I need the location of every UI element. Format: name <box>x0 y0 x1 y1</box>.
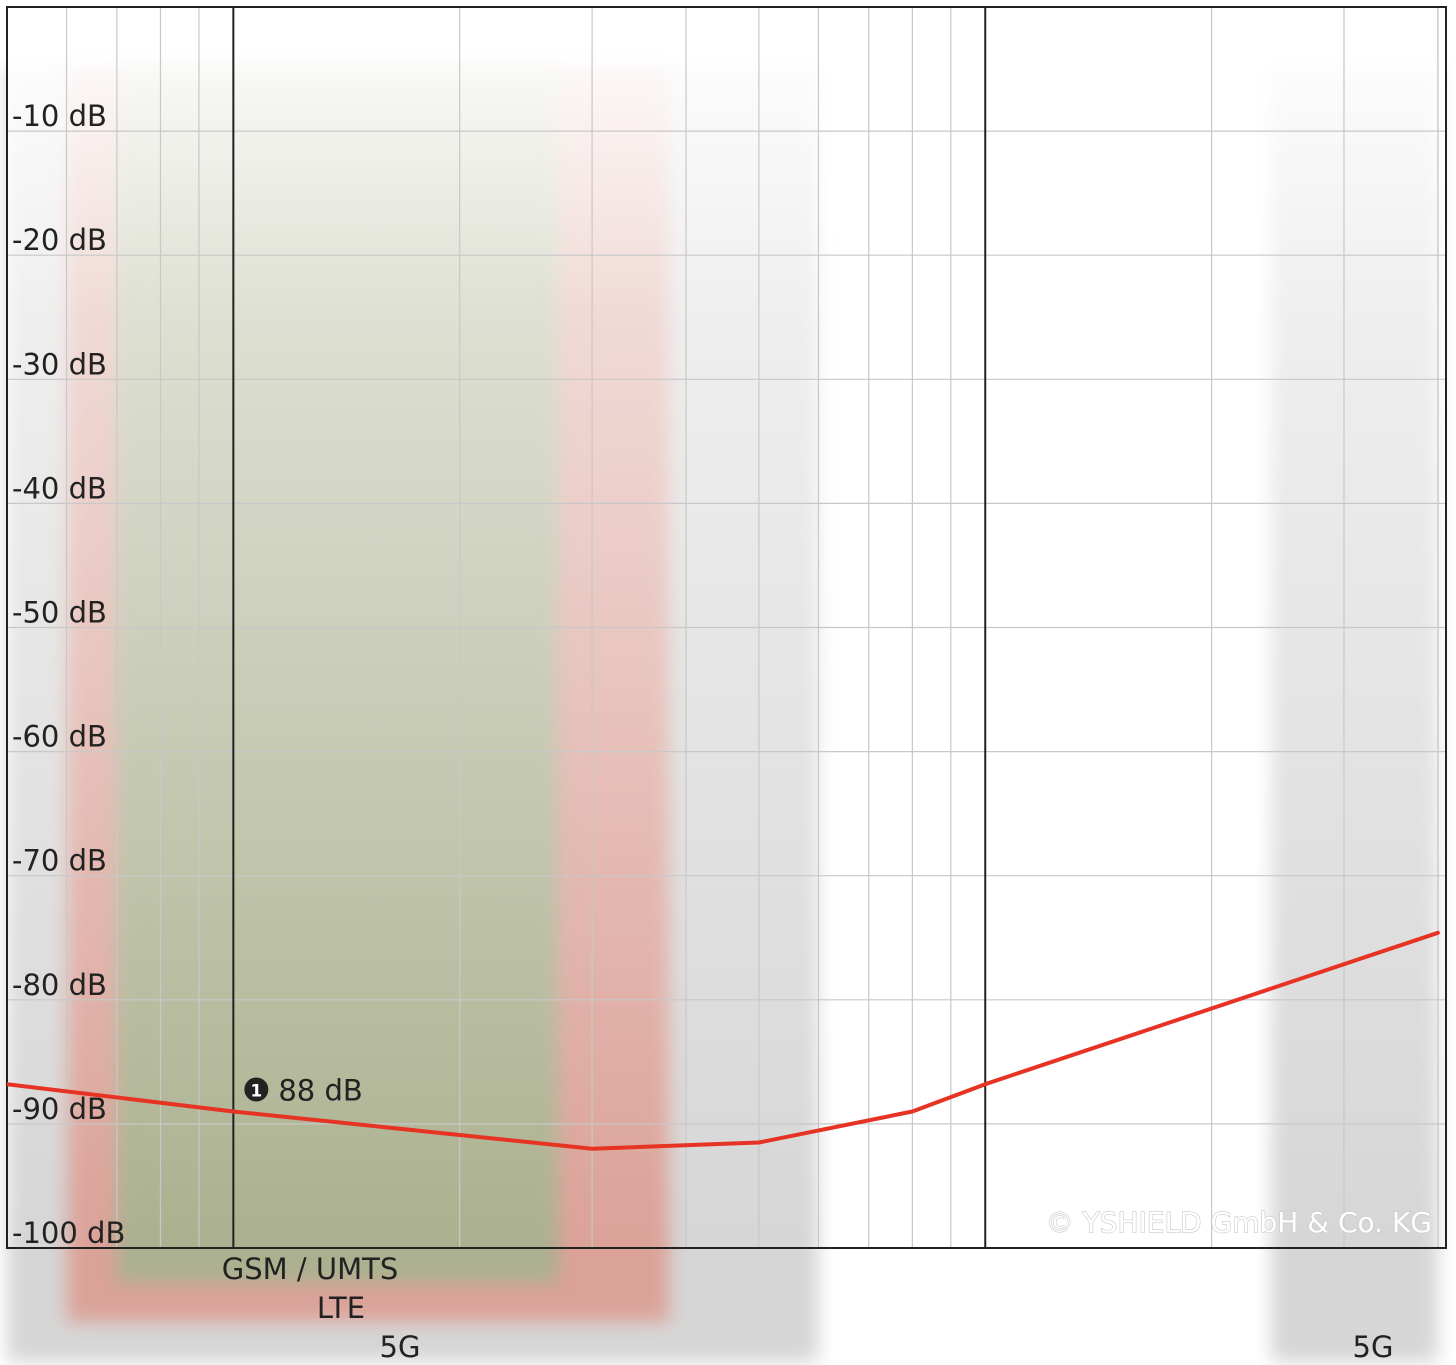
y-tick-label: -50 dB <box>12 596 107 630</box>
y-tick-label: -80 dB <box>12 968 107 1002</box>
y-tick-label: -90 dB <box>12 1092 107 1126</box>
copyright-watermark: © YSHIELD GmbH & Co. KG <box>1046 1206 1432 1239</box>
y-tick-label: -70 dB <box>12 844 107 878</box>
y-tick-label: -30 dB <box>12 347 107 381</box>
reference-lines <box>232 7 987 1248</box>
series-line <box>7 930 1440 1151</box>
series-layer <box>7 930 1440 1151</box>
band-label: GSM / UMTS <box>222 1252 398 1286</box>
annotation-marker <box>244 1077 269 1102</box>
y-tick-label: -20 dB <box>12 223 107 257</box>
y-tick-label: -60 dB <box>12 720 107 754</box>
annotation-label: 88 dB <box>278 1073 362 1107</box>
band-label: LTE <box>317 1291 365 1325</box>
plot-frame <box>6 6 1447 1249</box>
annotation-marker-number: 1 <box>250 1081 262 1101</box>
y-tick-label: -10 dB <box>12 99 107 133</box>
band-label: 5G <box>1353 1330 1394 1364</box>
band-labels: GSM / UMTS LTE 5G 5G <box>222 1252 1394 1364</box>
annotations: 1 88 dB <box>244 1073 363 1107</box>
y-axis-ticks: -10 dB -20 dB -30 dB -40 dB -50 dB -60 dB -70 … <box>12 99 125 1250</box>
band-label: 5G <box>380 1330 421 1364</box>
annotation: 1 88 dB <box>244 1073 363 1107</box>
y-tick-label: -100 dB <box>12 1216 125 1250</box>
y-tick-label: -40 dB <box>12 471 107 505</box>
